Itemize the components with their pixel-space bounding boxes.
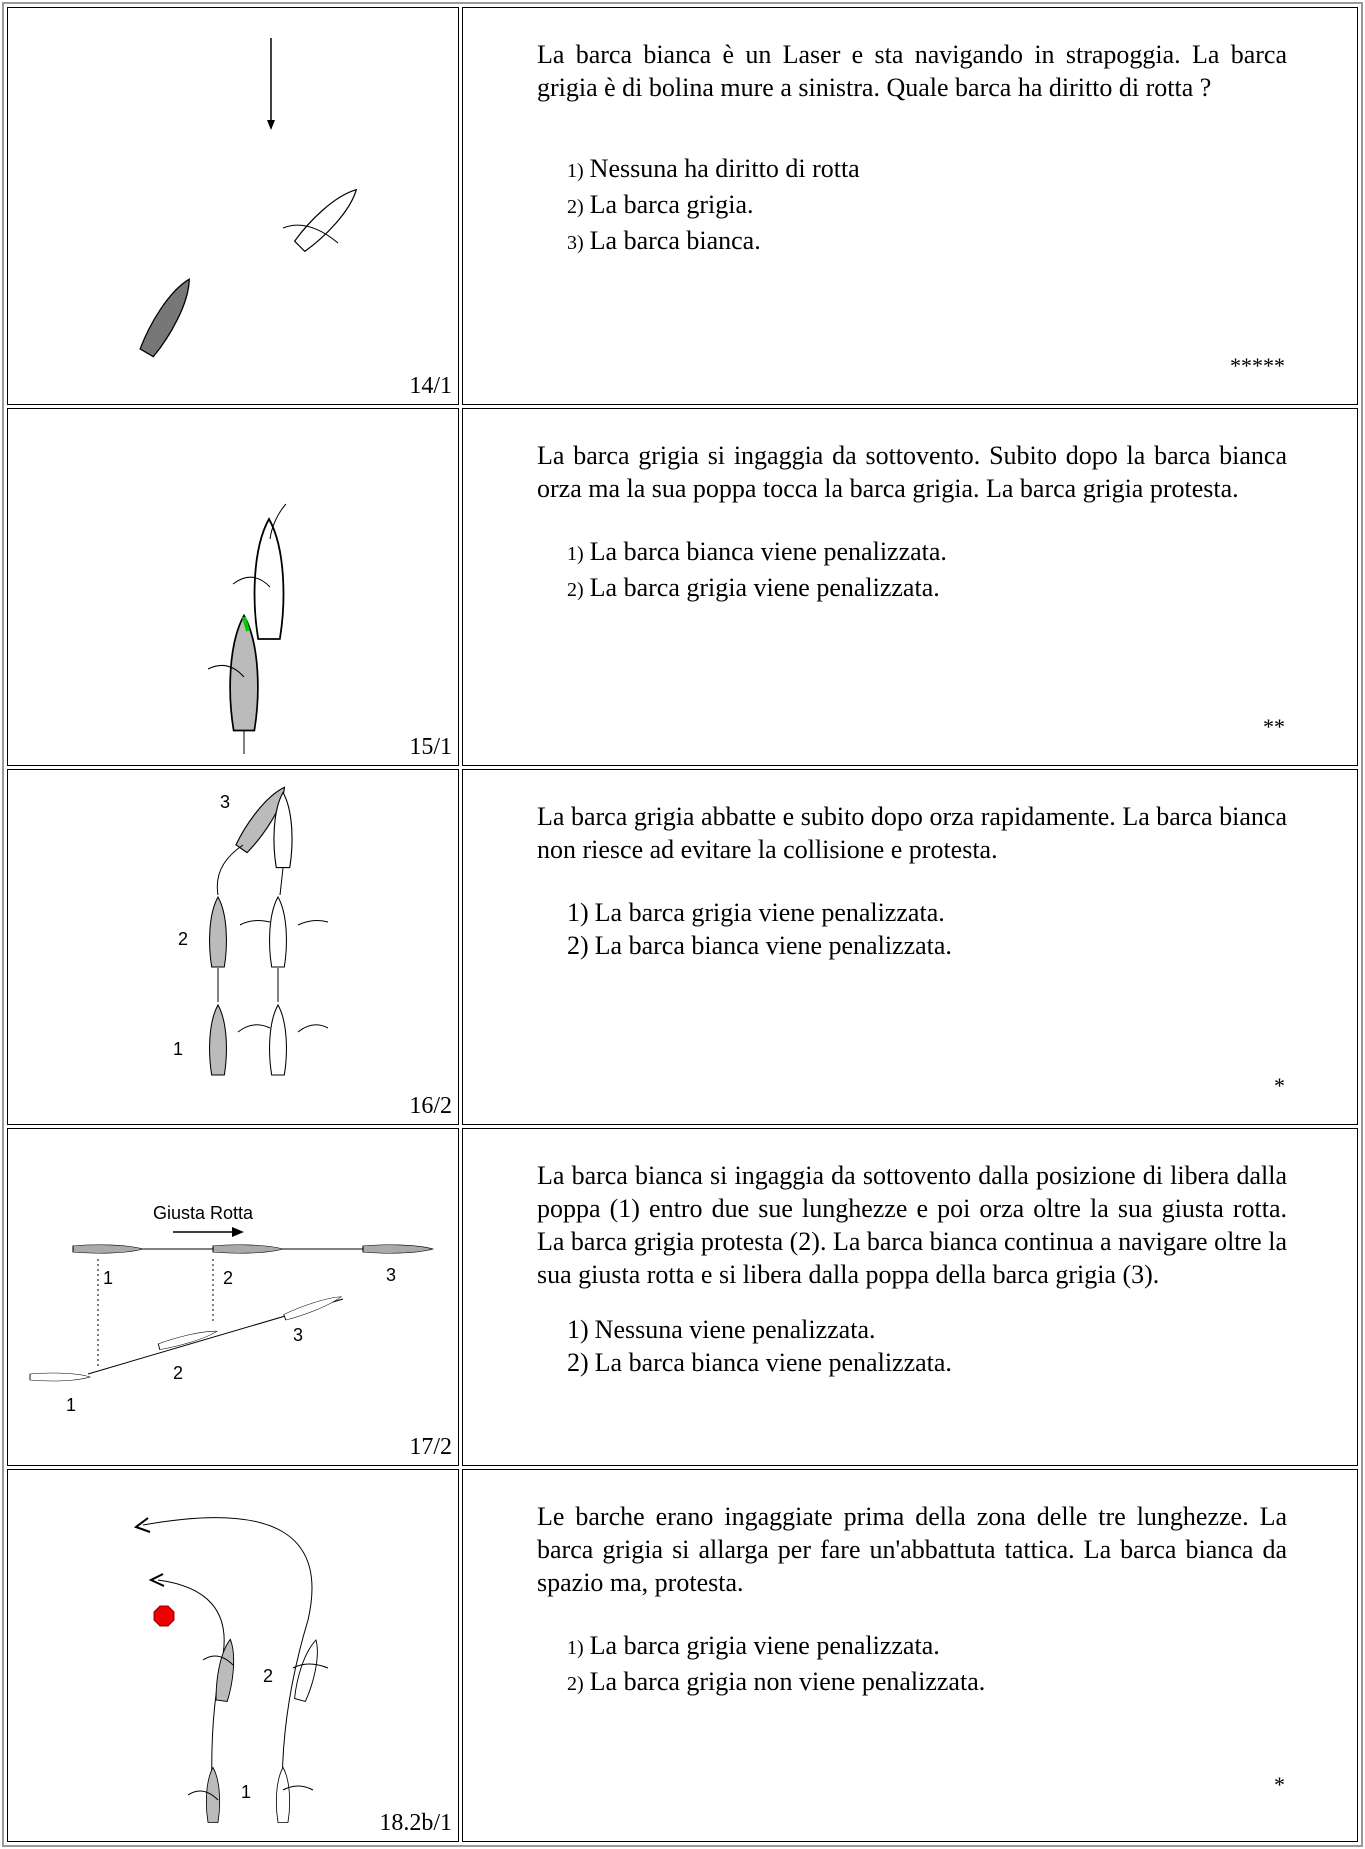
option-text: La barca bianca viene penalizzata. [594,1348,952,1377]
option-number: 1) [567,898,589,927]
question: Le barche erano ingaggiate prima della z… [537,1502,1287,1597]
option: 2) La barca bianca viene penalizzata. [567,929,1287,962]
option-number: 1) [567,543,584,565]
option-number: 2) [567,931,589,960]
rating: ** [1263,714,1285,739]
option-text: La barca bianca viene penalizzata. [594,931,952,960]
option-number: 1) [567,1315,589,1344]
row: 15/1 La barca grigia si ingaggia da sott… [7,408,1358,766]
option: 1) Nessuna viene penalizzata. [567,1313,1287,1346]
option-number: 1) [567,160,584,182]
diagram-label: 3 [220,792,230,812]
diagram: 2 1 [133,1517,329,1823]
option-number: 2) [567,196,584,218]
diagram-label: 3 [293,1325,303,1345]
option: 1) Nessuna ha diritto di rotta [567,152,1287,188]
option-number: 2) [567,1348,589,1377]
option: 1) La barca grigia viene penalizzata. [567,896,1287,929]
option-number: 3) [567,232,584,254]
code: 15/1 [409,734,452,760]
code: 16/2 [409,1093,452,1119]
rating: * [1274,1073,1285,1098]
question: La barca bianca è un Laser e sta navigan… [537,40,1287,102]
option-number: 1) [567,1637,584,1659]
figure-cell: Giusta Rotta 1 2 3 1 2 3 17/2 [7,1128,459,1466]
option: 2) La barca grigia viene penalizzata. [567,571,1287,607]
diagram-label: 1 [103,1268,113,1288]
text-cell: La barca bianca si ingaggia da sottovent… [462,1128,1358,1466]
option-text: La barca grigia non viene penalizzata. [589,1667,986,1696]
option-text: La barca grigia. [589,190,754,219]
question: La barca bianca si ingaggia da sottovent… [537,1161,1287,1289]
option: 3) La barca bianca. [567,224,1287,260]
diagram-label: 3 [386,1265,396,1285]
option-number: 2) [567,579,584,601]
question: La barca grigia abbatte e subito dopo or… [537,802,1287,864]
arrow-label: Giusta Rotta [153,1203,254,1223]
row: 14/1 La barca bianca è un Laser e sta na… [7,7,1358,405]
diagram: 3 2 1 [173,781,329,1076]
option-text: Nessuna viene penalizzata. [594,1315,876,1344]
option: 1) La barca grigia viene penalizzata. [567,1629,1287,1665]
figure-cell: 2 1 18.2b/1 [7,1469,459,1842]
option-number: 2) [567,1673,584,1695]
text-cell: La barca grigia si ingaggia da sottovent… [462,408,1358,766]
text-cell: La barca bianca è un Laser e sta navigan… [462,7,1358,405]
diagram-label: 1 [241,1782,251,1802]
diagram [137,38,364,359]
option-text: Nessuna ha diritto di rotta [589,154,860,183]
figure-cell: 3 2 1 16/2 [7,769,459,1125]
figure-cell: 15/1 [7,408,459,766]
option-text: La barca grigia viene penalizzata. [594,898,945,927]
option: 2) La barca bianca viene penalizzata. [567,1346,1287,1379]
row: 3 2 1 16/2 La barca grigia abbatte e sub… [7,769,1358,1125]
figure-cell: 14/1 [7,7,459,405]
text-cell: Le barche erano ingaggiate prima della z… [462,1469,1358,1842]
diagram-label: 2 [173,1363,183,1383]
code: 17/2 [409,1434,452,1460]
option-text: La barca grigia viene penalizzata. [589,573,940,602]
option: 1) La barca bianca viene penalizzata. [567,535,1287,571]
question: La barca grigia si ingaggia da sottovent… [537,441,1287,503]
diagram-label: 1 [173,1039,183,1059]
diagram-label: 2 [223,1268,233,1288]
code: 14/1 [409,373,452,399]
rating: ***** [1230,353,1285,378]
rating: * [1274,1772,1285,1797]
option-text: La barca grigia viene penalizzata. [589,1631,940,1660]
text-cell: La barca grigia abbatte e subito dopo or… [462,769,1358,1125]
diagram-label: 2 [263,1666,273,1686]
row: 2 1 18.2b/1 Le barche erano ingaggiate p… [7,1469,1358,1842]
option: 2) La barca grigia. [567,188,1287,224]
diagram: Giusta Rotta 1 2 3 1 2 3 [29,1203,434,1415]
option-text: La barca bianca. [589,226,761,255]
diagram [207,503,287,754]
option: 2) La barca grigia non viene penalizzata. [567,1665,1287,1701]
option-text: La barca bianca viene penalizzata. [589,537,947,566]
diagram-label: 1 [66,1395,76,1415]
code: 18.2b/1 [379,1810,452,1836]
diagram-label: 2 [178,929,188,949]
row: Giusta Rotta 1 2 3 1 2 3 17/2 La barca b… [7,1128,1358,1466]
